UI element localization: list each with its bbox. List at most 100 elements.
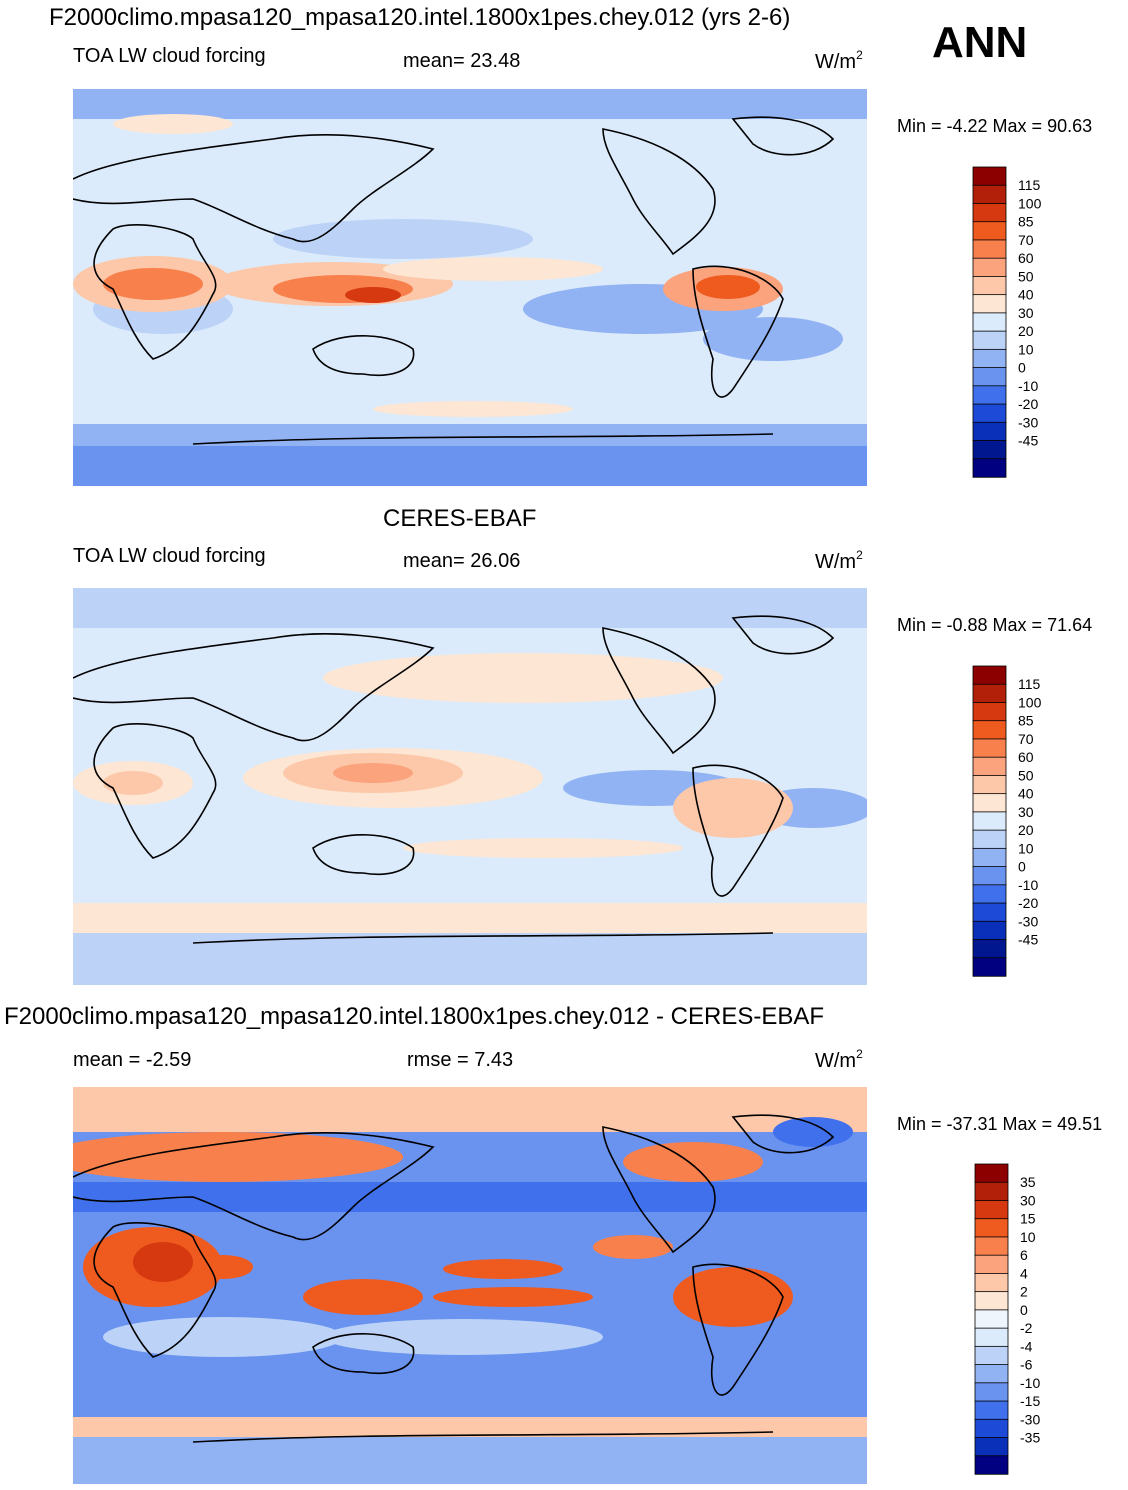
maritime-peak — [345, 287, 401, 303]
colorbar-swatch — [972, 440, 1007, 460]
colorbar-swatch — [972, 221, 1007, 241]
colorbar-swatch — [972, 702, 1007, 722]
colorbar-tick-label: -30 — [1018, 414, 1038, 430]
greenland-cold — [773, 1117, 853, 1147]
colorbar-tick-label: 40 — [1018, 786, 1034, 802]
colorbar-swatch — [974, 1455, 1009, 1475]
colorbar-swatch — [972, 367, 1007, 387]
colorbar-tick-label: 100 — [1018, 694, 1042, 710]
maritime-core — [333, 763, 413, 783]
colorbar-swatch — [972, 184, 1007, 205]
panel-model-minmax: Min = -4.22 Max = 90.63 — [897, 116, 1093, 136]
colorbar-swatch — [974, 1418, 1009, 1439]
colorbar-tick-label: 10 — [1020, 1229, 1036, 1245]
panel-model-variable-label: TOA LW cloud forcing — [73, 45, 266, 67]
colorbar-swatch — [972, 665, 1007, 685]
colorbar-tick-label: -2 — [1020, 1320, 1033, 1336]
colorbar-tick-label: 0 — [1018, 859, 1026, 875]
eurasia-warm — [73, 1132, 403, 1182]
colorbar-tick-label: -30 — [1018, 913, 1038, 929]
arabian-warm — [193, 1255, 253, 1279]
itcz-warm — [383, 257, 603, 281]
colorbar-swatch — [974, 1200, 1009, 1220]
figure-title: F2000climo.mpasa120_mpasa120.intel.1800x… — [49, 4, 791, 31]
spcz-warm — [403, 838, 683, 858]
africa-core — [103, 268, 203, 300]
colorbar-swatch — [972, 403, 1007, 423]
colorbar-tick-label: 70 — [1018, 731, 1034, 747]
europe-warm — [113, 114, 233, 134]
coastlines-model — [73, 116, 835, 445]
panel-obs-variable-label: TOA LW cloud forcing — [73, 545, 266, 567]
colorbar-swatch — [972, 847, 1007, 868]
panel-obs-mean: mean= 26.06 — [403, 550, 521, 572]
coastlines-diff — [73, 1114, 835, 1443]
colorbar-tick-label: 115 — [1018, 177, 1041, 193]
antarctic-band — [73, 1437, 867, 1484]
panel-model-map — [73, 89, 867, 486]
colorbar-tick-label: 50 — [1018, 268, 1034, 284]
colorbar-swatch — [974, 1273, 1009, 1293]
colorbar-swatch — [972, 239, 1007, 259]
colorbar-swatch — [972, 756, 1007, 777]
colorbar-swatch — [972, 811, 1007, 831]
south-pacific-mid — [323, 1319, 603, 1355]
colorbar-tick-label: 30 — [1018, 305, 1034, 321]
colorbar-tick-label: 30 — [1020, 1192, 1036, 1208]
subtropic-cold — [73, 1182, 867, 1212]
colorbar-tick-label: 20 — [1018, 822, 1034, 838]
maritime-warm — [303, 1279, 423, 1315]
colorbar-swatch — [972, 312, 1007, 332]
coastlines-obs — [73, 615, 835, 944]
colorbar-swatch — [974, 1236, 1009, 1256]
colorbar-swatch — [972, 294, 1007, 314]
colorbar-tick-label: -30 — [1020, 1411, 1040, 1427]
southern-ocean-warm — [73, 1417, 867, 1437]
colorbar-swatch — [974, 1163, 1009, 1183]
colorbar-swatch — [972, 385, 1007, 405]
colorbar-swatch — [972, 458, 1007, 478]
amazon-core — [696, 275, 760, 299]
panel-obs-minmax: Min = -0.88 Max = 71.64 — [897, 615, 1093, 635]
panel-diff-colorbar: 35 30 15 10 6 4 2 0 -2 -4 -6 -10 -15 -30 -35 — [974, 1163, 1055, 1481]
colorbar-swatch — [972, 902, 1007, 922]
colorbar-tick-label: 6 — [1020, 1247, 1028, 1263]
panel-obs-units: W/m2 — [815, 548, 863, 573]
itcz-north-warm — [443, 1259, 563, 1279]
colorbar-tick-label: 10 — [1018, 341, 1034, 357]
colorbar-tick-label: 60 — [1018, 749, 1034, 765]
colorbar-swatch — [972, 920, 1007, 941]
colorbar-swatch — [972, 738, 1007, 758]
southern-ocean-band — [73, 903, 867, 933]
map-diff-svg — [73, 1087, 867, 1484]
colorbar-swatch — [974, 1437, 1009, 1457]
colorbar-swatch — [972, 957, 1007, 977]
colorbar-tick-label: 15 — [1020, 1211, 1036, 1227]
indian-ocean-mid — [103, 1317, 343, 1357]
panel-obs-colorbar: 115 100 85 70 60 50 40 30 20 10 0 -10 -20 -30 -45 — [972, 665, 1053, 983]
colorbar-swatch — [974, 1382, 1009, 1402]
colorbar-tick-label: 85 — [1018, 713, 1034, 729]
colorbar-swatch — [972, 884, 1007, 904]
amazon-warm — [673, 778, 793, 838]
colorbar-tick-label: -20 — [1018, 895, 1038, 911]
colorbar-swatch — [972, 793, 1007, 813]
colorbar-tick-label: -10 — [1018, 877, 1038, 893]
itcz-south-warm — [433, 1287, 593, 1307]
colorbar-tick-label: 0 — [1020, 1302, 1028, 1318]
panel-diff-heading: F2000climo.mpasa120_mpasa120.intel.1800x… — [4, 1003, 825, 1030]
colorbar-tick-label: 115 — [1018, 676, 1041, 692]
arctic-band — [73, 89, 867, 119]
namerica-warm — [623, 1142, 763, 1182]
colorbar-tick-label: -20 — [1018, 396, 1038, 412]
panel-diff-map — [73, 1087, 867, 1484]
africa-core — [103, 771, 163, 795]
colorbar-tick-label: -10 — [1018, 378, 1038, 394]
caribbean-warm — [593, 1235, 673, 1259]
north-pacific-warm — [323, 653, 723, 703]
arctic-band — [73, 1087, 867, 1132]
panel-model-mean: mean= 23.48 — [403, 50, 521, 72]
colorbar-tick-label: 50 — [1018, 767, 1034, 783]
colorbar-swatch — [974, 1291, 1009, 1311]
colorbar-tick-label: 60 — [1018, 250, 1034, 266]
